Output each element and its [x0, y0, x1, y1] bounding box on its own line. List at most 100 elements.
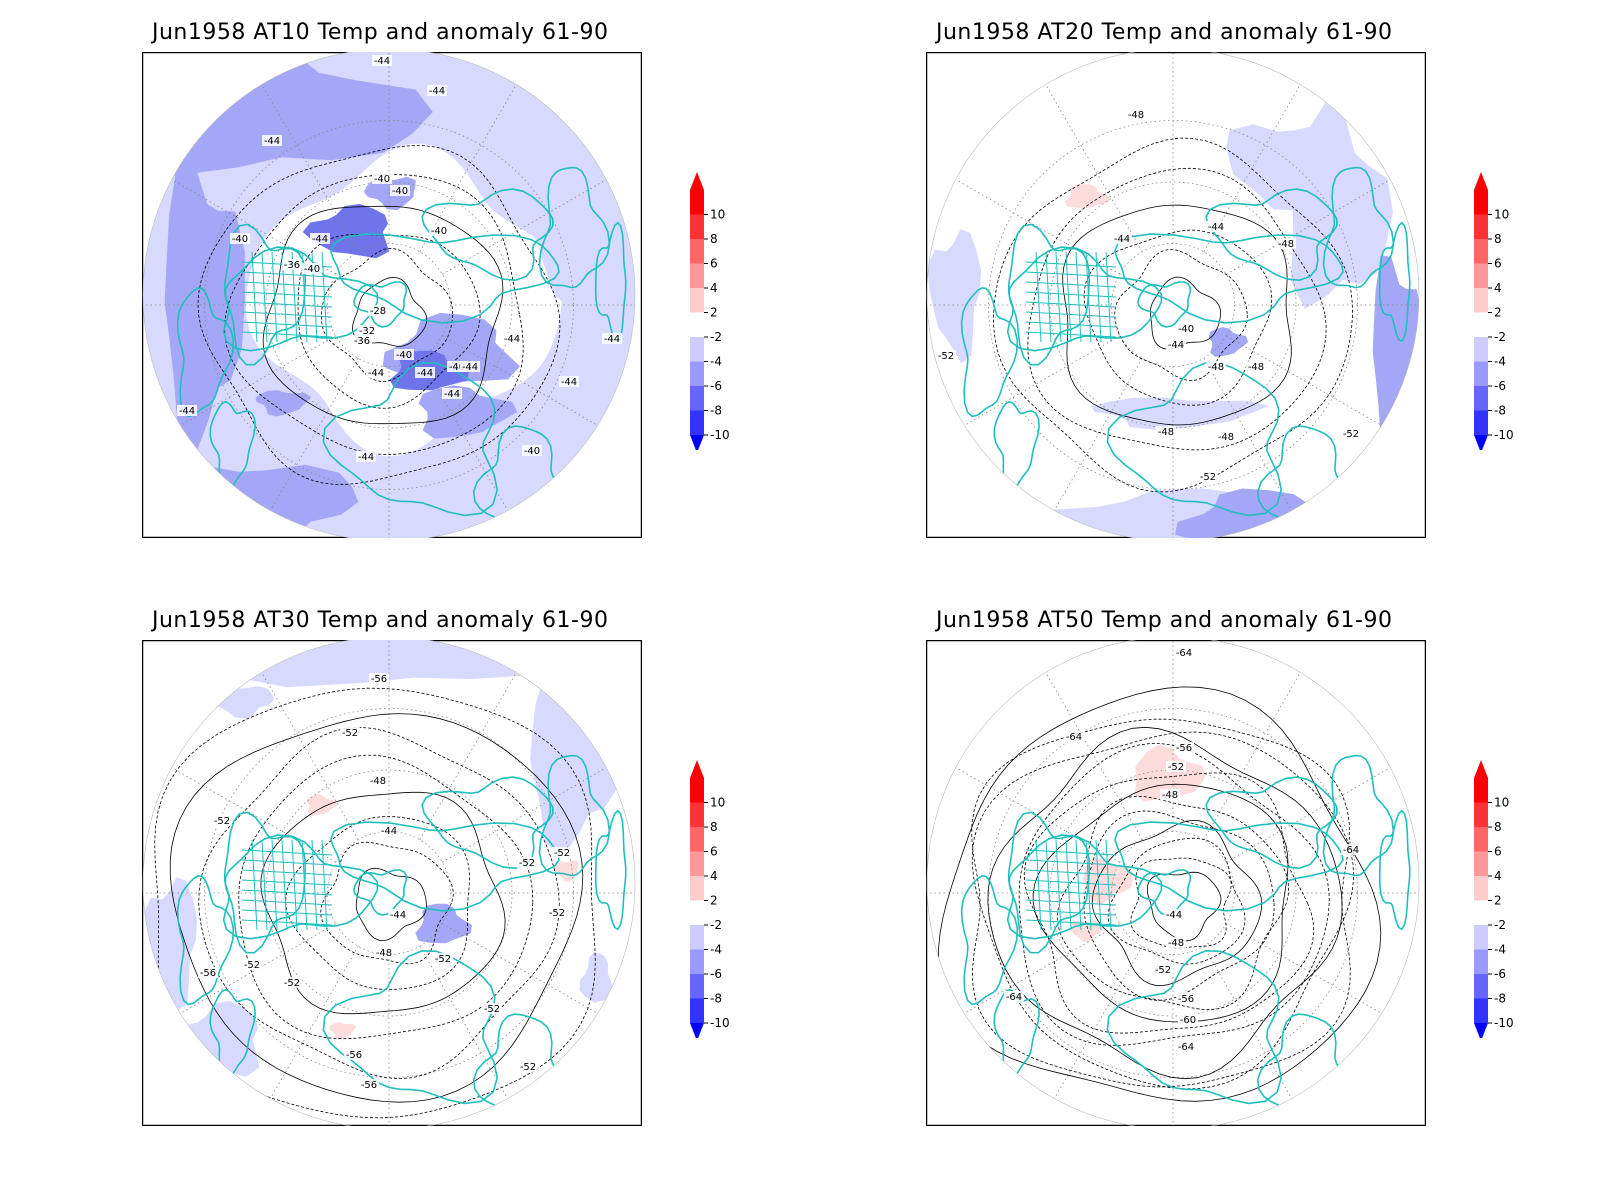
meridian-line: [1037, 658, 1143, 840]
border-line: [1045, 251, 1052, 343]
border-line: [311, 839, 318, 931]
contour-label: -36: [284, 260, 300, 271]
colorbar-arrow-top: [1474, 760, 1488, 778]
isotherm-contour: [938, 686, 1382, 1102]
colorbar-segment: [690, 263, 704, 288]
coastline: [1106, 949, 1283, 1105]
isotherm-contour: [1023, 772, 1315, 1034]
meridian-line: [1203, 946, 1309, 1126]
colorbar-tick-label: 10: [1494, 796, 1509, 810]
contour-label: -52: [554, 848, 570, 859]
isotherm-contour: [224, 174, 524, 455]
meridian-line: [154, 335, 336, 441]
colorbar-tick-label: -2: [710, 918, 722, 932]
meridian-line: [1226, 335, 1408, 441]
colorbar-arrow-bottom: [690, 435, 704, 450]
contour-label: -64: [1343, 845, 1359, 856]
meridian-line: [419, 70, 525, 252]
border-line: [251, 251, 258, 343]
meridian-line: [938, 335, 1120, 441]
isotherm-contour: [320, 841, 454, 965]
colorbar-segment: [690, 998, 704, 1023]
isotherm-contour: [260, 791, 506, 1015]
colorbar-tick-label: 8: [710, 232, 718, 246]
isotherm-contour: [169, 713, 584, 1103]
contour-label: -40: [374, 174, 390, 185]
contour-label: -64: [1176, 648, 1192, 659]
contour-label: -48: [1208, 362, 1224, 373]
colorbar-tick-label: -8: [710, 992, 722, 1006]
border-line: [1025, 281, 1117, 288]
colorbar-tick-label: -8: [710, 404, 722, 418]
contour-label: -56: [1178, 994, 1194, 1005]
coastline: [1114, 821, 1344, 912]
contour-label: -48: [1278, 239, 1294, 250]
isotherm-contour: [1027, 167, 1327, 451]
isotherm-contour: [1032, 783, 1289, 1023]
isotherm-contour: [1083, 229, 1273, 406]
meridian-line: [1203, 658, 1309, 840]
border-line: [241, 909, 333, 916]
isotherm-contour: [197, 145, 561, 485]
latitude-circle: [265, 769, 513, 1017]
border-line: [1075, 839, 1082, 931]
contour-label: -40: [1178, 324, 1194, 335]
contour-label: -56: [361, 1080, 377, 1091]
contour-label: -52: [1168, 762, 1184, 773]
contour-label: -40: [232, 234, 248, 245]
temperature-contours: [154, 687, 596, 1119]
border-line: [321, 839, 328, 931]
polar-map-at20: -48 -44 -44 -48 -40 -44 -48 -48 -52 -48 -48 -52 -52: [926, 52, 1426, 538]
colorbar-tick-label: -4: [1494, 355, 1506, 369]
anomaly-region: [415, 903, 472, 944]
map-disc: [927, 640, 1419, 1126]
anomaly-region: [302, 204, 390, 259]
contour-label: -44: [312, 234, 328, 245]
colorbar-segment: [1474, 239, 1488, 264]
colorbar-segment: [1474, 876, 1488, 901]
anomaly-region: [1134, 744, 1206, 802]
colorbar-segment: [1474, 900, 1488, 925]
coastline: [960, 287, 1019, 418]
colorbar-segment: [690, 361, 704, 386]
graticule: [927, 640, 1419, 1126]
anomaly-region: [238, 640, 586, 688]
panel-title-at20: Jun1958 AT20 Temp and anomaly 61-90: [936, 20, 1393, 45]
border-line: [1025, 889, 1117, 896]
coastline: [594, 809, 627, 931]
contour-labels: -56 -52 -48 -44 -52 -52 -52 -52 -44 -48 -52 -52 -56 -…: [198, 673, 572, 1091]
polar-map-at30: -56 -52 -48 -44 -52 -52 -52 -52 -44 -48 -52 -52 -56 -…: [142, 640, 642, 1126]
colorbar-tick-label: -6: [710, 967, 722, 981]
colorbar-tick-label: -6: [1494, 967, 1506, 981]
colorbar-tick-label: 2: [1494, 894, 1502, 908]
isotherm-contour: [154, 687, 596, 1119]
meridian-line: [419, 358, 525, 538]
contour-label: -52: [1200, 472, 1216, 483]
contour-label: -52: [284, 978, 300, 989]
border-line: [1025, 261, 1117, 268]
coastline: [353, 281, 408, 328]
latitude-circle: [265, 181, 513, 429]
polar-map-at10: -44-44-44-40-40-40 -44-36 -40-40-28-32-36-…: [142, 52, 642, 538]
border-line: [1095, 251, 1102, 343]
coastlines: [960, 754, 1411, 1117]
colorbar-arrow-bottom: [690, 1023, 704, 1038]
border-line: [1075, 251, 1082, 343]
meridian-line: [253, 358, 359, 538]
anomaly-region: [927, 229, 982, 364]
meridian-line: [253, 658, 359, 840]
meridian-line: [1203, 358, 1309, 538]
border-line: [1025, 849, 1117, 856]
contour-label: -40: [524, 446, 540, 457]
isotherm-contour: [993, 137, 1353, 493]
isotherm-contour: [1018, 743, 1330, 1046]
colorbar-segment: [1474, 337, 1488, 362]
colorbar-segment: [1474, 214, 1488, 239]
colorbar-segment: [1474, 386, 1488, 411]
contour-label: -52: [1155, 965, 1171, 976]
border-line: [241, 869, 333, 876]
contour-label: -48: [1248, 362, 1264, 373]
colorbar-tick-label: -8: [1494, 404, 1506, 418]
colorbar-tick-label: 6: [1494, 257, 1502, 271]
isotherm-contour: [238, 754, 534, 1040]
